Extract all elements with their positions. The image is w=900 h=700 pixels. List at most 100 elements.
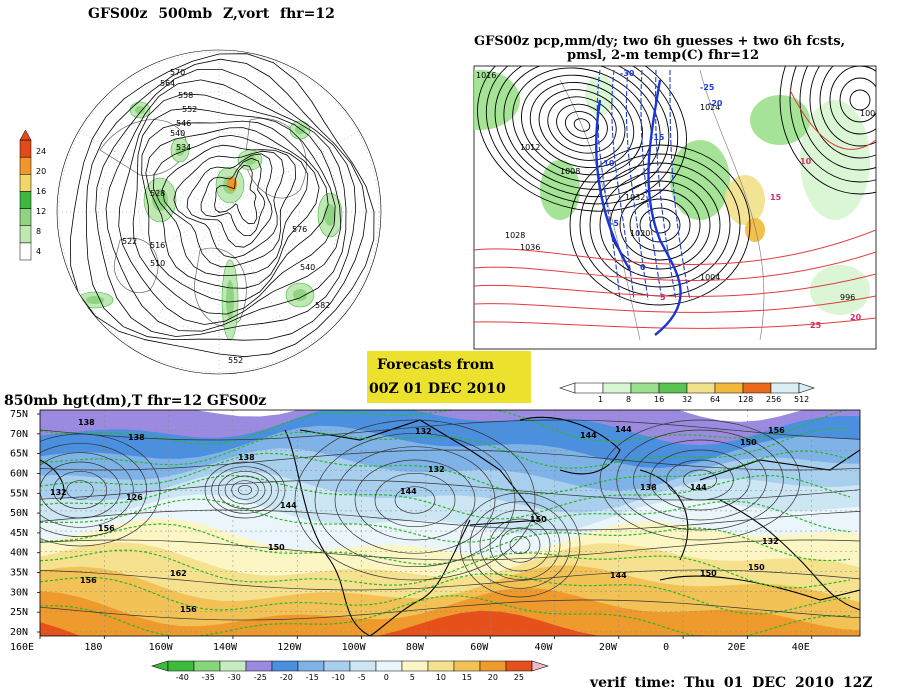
height-contour-ring (40, 452, 134, 528)
polar-colorbar-swatch (19, 139, 32, 158)
warm-isotherm (474, 273, 876, 297)
verif-time-label: verif time: Thu 01 DEC 2010 12Z (590, 675, 873, 691)
temp-colorbar-tick: -30 (228, 673, 241, 682)
forecast-init-line1: Forecasts from (377, 357, 495, 373)
polar-meridian (218, 211, 305, 360)
polar-colorbar-tick: 16 (36, 187, 46, 196)
precip-area (670, 140, 730, 220)
panel-precip-title-line1: GFS00z pcp,mm/dy; two 6h guesses + two 6… (474, 34, 846, 49)
temp-label: -30 (620, 69, 635, 78)
cold-isotherm (669, 69, 691, 301)
temp-colorbar-tick: 20 (488, 673, 498, 682)
isobar-low (485, 66, 679, 205)
coastline (719, 499, 860, 611)
height-contour-ring (66, 480, 94, 500)
temp-label: 20 (850, 313, 862, 322)
latitude-axis: 75N 70N 65N 60N 55N 50N 45N 40N 35N 30N 25N 20N (10, 409, 40, 638)
height-contour (105, 79, 347, 332)
latitude-tick-label: 40N (10, 548, 28, 559)
latitude-tick-label: 70N (10, 429, 28, 440)
height-label-138: 138 (238, 453, 255, 462)
longitude-tick-label: 60W (470, 642, 489, 653)
temp-colorbar-swatch (245, 660, 273, 672)
precip-colorbar-tick: 128 (738, 395, 753, 404)
isobar-high (569, 144, 751, 306)
temp-colorbar-swatch (167, 660, 195, 672)
height-contour (95, 69, 357, 337)
warm-isotherm (474, 229, 876, 265)
precip-colorbar-swatch (714, 382, 744, 394)
height-contour (141, 120, 329, 303)
height-contour-ring (509, 535, 531, 555)
polar-meridian (71, 126, 220, 213)
isobar-high (629, 198, 691, 252)
coastline (284, 429, 471, 636)
height-contour-ring (204, 461, 286, 519)
height-label-150: 150 (748, 563, 765, 572)
pressure-label: 1008 (560, 167, 580, 176)
warm-isotherm (474, 295, 876, 313)
temp-colorbar-swatch (401, 660, 429, 672)
height-label-132: 132 (50, 488, 67, 497)
cold-isotherm (654, 69, 677, 301)
temp-label: 5 (660, 293, 666, 302)
longitude-tick-label: 20W (599, 642, 618, 653)
height-contour (186, 153, 273, 248)
height-contour-ring (616, 429, 784, 531)
temp-colorbar-swatch (427, 660, 455, 672)
cold-isotherm (640, 69, 663, 301)
precip-colorbar-tick: 256 (766, 395, 781, 404)
contour-label-552: 552 (228, 356, 243, 365)
isobar-low (547, 96, 617, 154)
isobar-low-east (809, 66, 876, 159)
height-contour (70, 53, 375, 358)
contour-label-516: 516 (150, 241, 165, 250)
height-contour (40, 599, 860, 621)
latitude-tick-label: 45N (10, 528, 28, 539)
precip-colorbar-swatch (742, 382, 772, 394)
vorticity-core (324, 204, 336, 226)
height-contour (118, 93, 342, 325)
isotherm (40, 410, 849, 445)
precip-labels: 1016101210081024102010321028100410009961… (476, 69, 876, 330)
isobar-low-east (849, 89, 871, 111)
latitude-tick-label: 65N (10, 449, 28, 460)
vorticity-core (226, 280, 234, 320)
pressure-label: 996 (840, 293, 855, 302)
coastline (639, 449, 860, 561)
vorticity-core (293, 289, 307, 301)
coastline (519, 416, 621, 475)
precip-cold-isotherms (596, 69, 691, 301)
height-contour-ring (211, 466, 279, 514)
temp-colorbar-tick: -40 (176, 673, 189, 682)
longitude-tick-label: 160W (149, 642, 174, 653)
cold-isotherm (625, 69, 649, 301)
height-label-144: 144 (280, 501, 297, 510)
height-contour (200, 157, 266, 236)
height-label-144: 144 (610, 571, 627, 580)
polar-colorbar-swatch (19, 225, 32, 244)
freezing-line (647, 79, 682, 336)
polar-meridian (133, 211, 220, 360)
temp-colorbar-tick: 10 (436, 673, 446, 682)
height-label-162: 162 (170, 569, 187, 578)
lat-lon-grid (40, 410, 860, 636)
height-contour-ring (499, 527, 541, 563)
warm-isotherm (789, 89, 876, 150)
contour-label-522: 522 (122, 237, 137, 246)
contour-label-546: 546 (176, 119, 191, 128)
contour-label-534: 534 (176, 143, 191, 152)
temp-colorbar-swatch (505, 660, 533, 672)
isobar-low (503, 66, 661, 190)
height-contour-ring (469, 501, 571, 589)
isotherm (40, 474, 851, 520)
height-contour (214, 164, 258, 225)
temp-colorbar-swatch (219, 660, 247, 672)
height-contour-ring (632, 439, 768, 521)
temp-colorbar-tick: -25 (254, 673, 267, 682)
pressure-label: 1012 (520, 143, 540, 152)
temp-colorbar-tick: 15 (462, 673, 472, 682)
